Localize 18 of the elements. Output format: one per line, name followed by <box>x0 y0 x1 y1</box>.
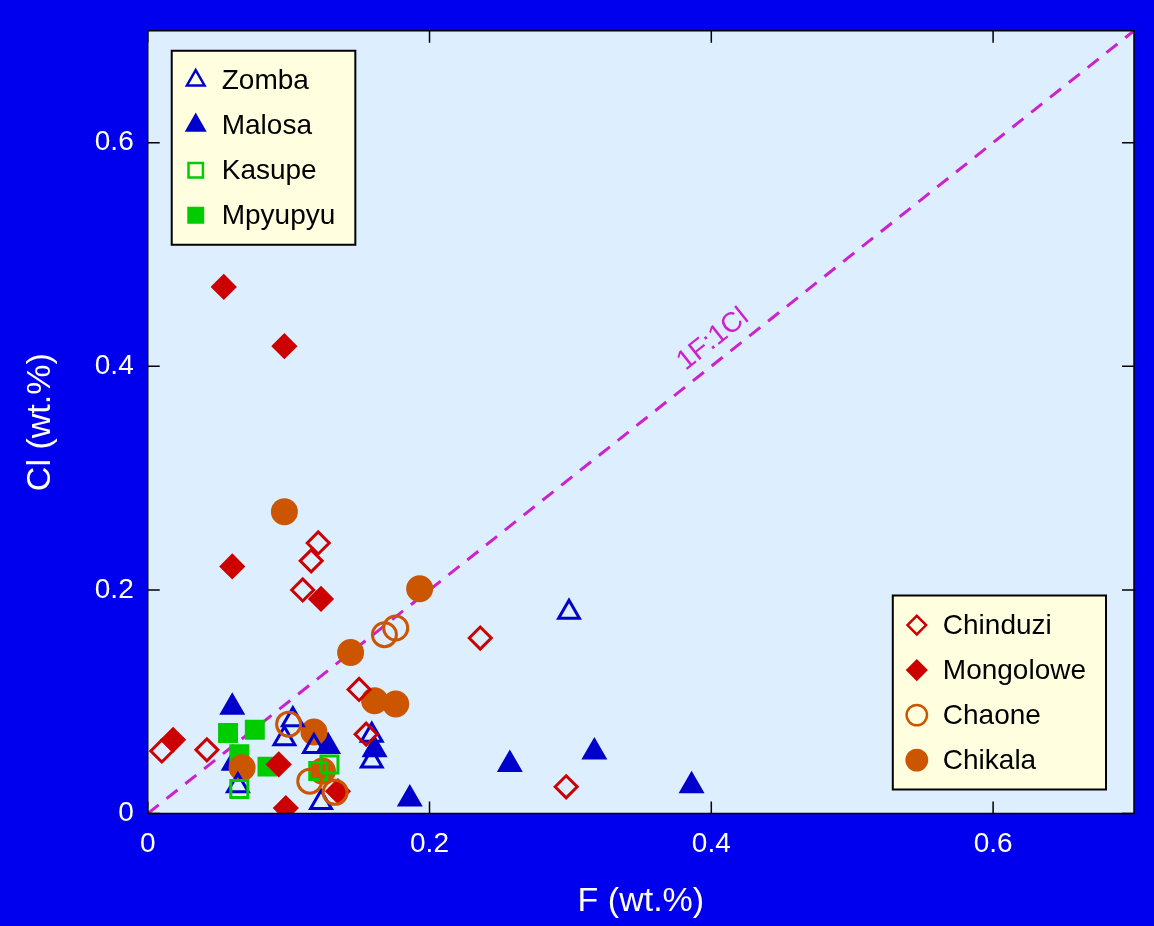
legend-label: Chinduzi <box>942 608 1052 640</box>
y-tick-label: 0.2 <box>94 572 134 604</box>
x-tick-label: 0.4 <box>691 827 731 859</box>
legend-label: Chikala <box>942 743 1037 775</box>
x-axis-title: F (wt.%) <box>577 879 705 918</box>
y-tick-label: 0.6 <box>94 125 134 157</box>
legend-label: Mpyupyu <box>221 199 336 231</box>
legend-label: Kasupe <box>221 154 317 186</box>
x-tick-label: 0.6 <box>973 827 1013 859</box>
legend-label: Chaone <box>942 698 1041 730</box>
x-tick-label: 0 <box>139 827 156 859</box>
legend-label: Zomba <box>221 64 310 96</box>
x-tick-label: 0.2 <box>410 827 449 859</box>
legend-label: Mongolowe <box>942 653 1086 685</box>
legend-label: Malosa <box>221 109 313 141</box>
y-tick-label: 0 <box>118 796 134 828</box>
y-axis-title: Cl (wt.%) <box>18 353 57 492</box>
y-tick-label: 0.4 <box>94 349 134 380</box>
